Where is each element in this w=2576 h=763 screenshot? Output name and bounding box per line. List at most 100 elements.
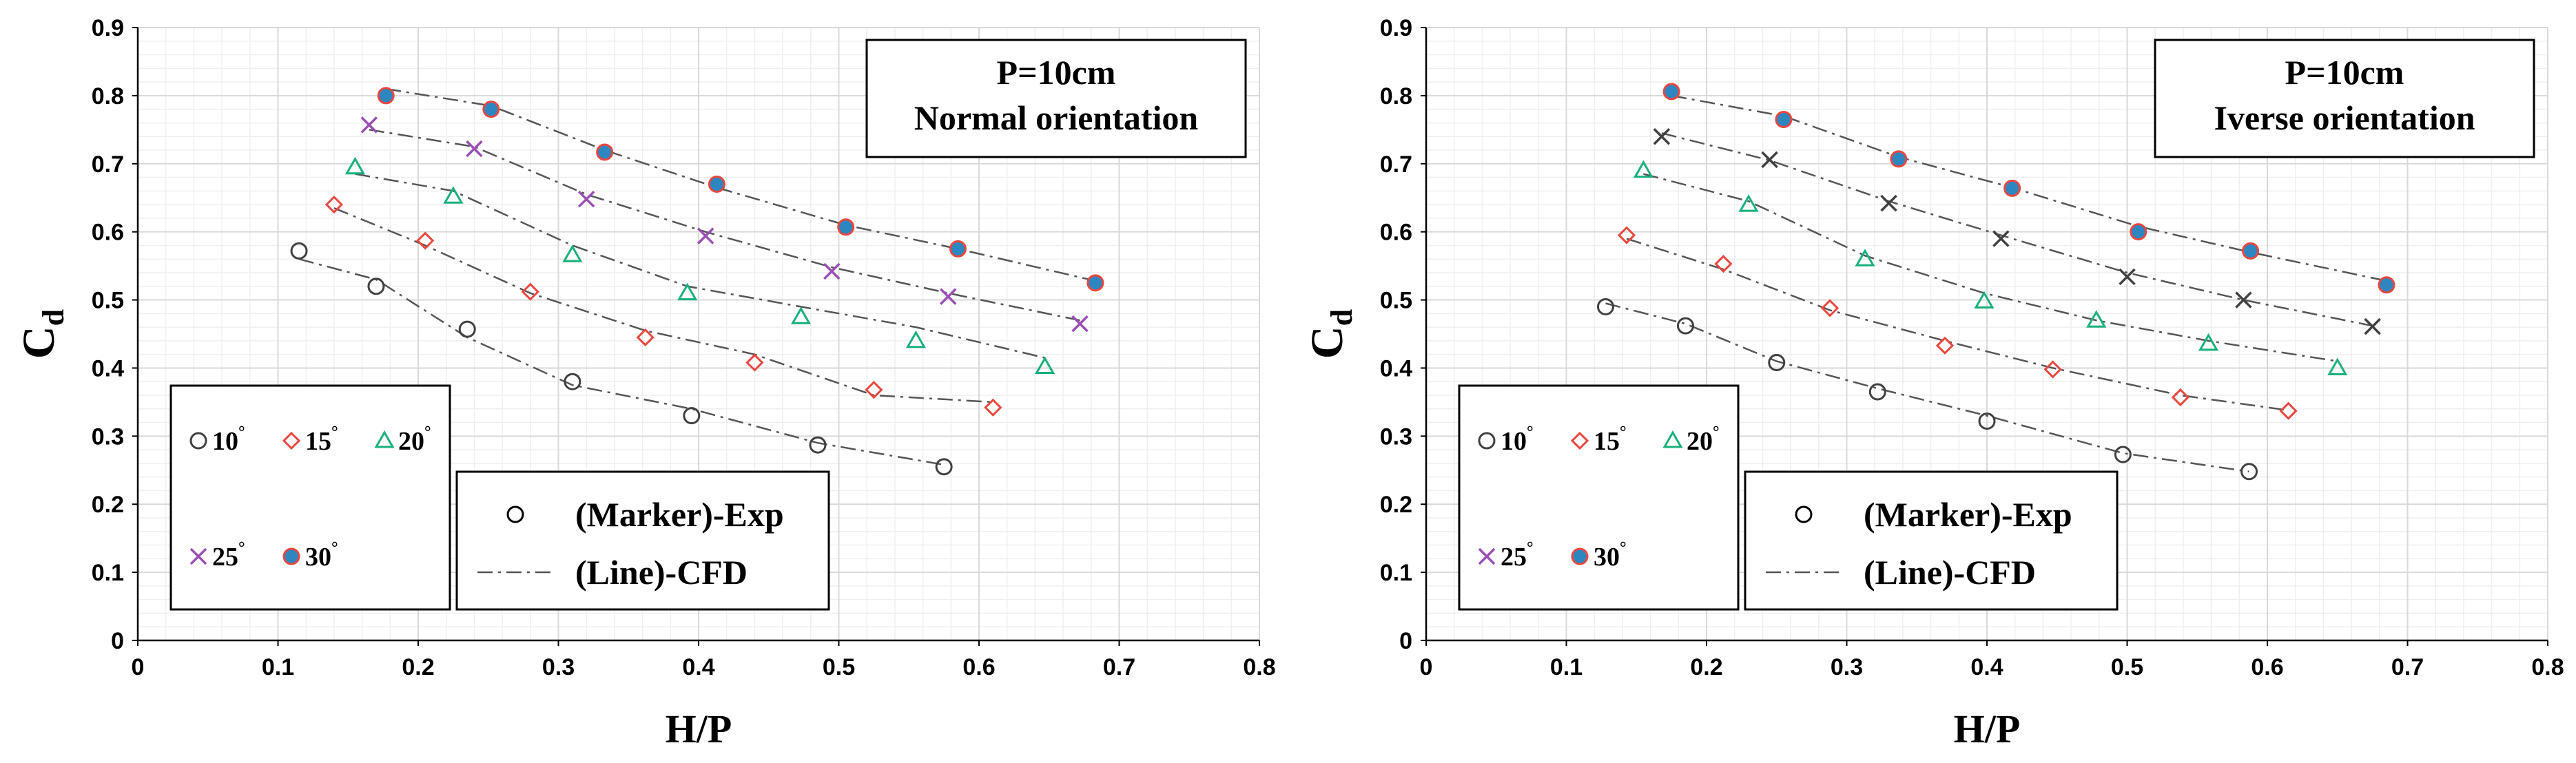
exp-point-10deg: [935, 458, 953, 476]
series-group: [290, 87, 1104, 476]
legend-degree-sup: °: [1620, 539, 1627, 557]
exp-point-15deg: [2171, 388, 2189, 407]
x-axis-title: H/P: [666, 707, 732, 751]
exp-point-30deg: [2003, 179, 2021, 197]
x-tick-label: 0.5: [2111, 654, 2143, 680]
y-tick-label: 0.5: [92, 288, 124, 314]
legend-marker-30: [1571, 547, 1589, 565]
exp-point-25deg: [2235, 291, 2252, 309]
exp-point-15deg: [2279, 401, 2298, 420]
legend-marker-20: [374, 430, 395, 448]
legend-marker-15: [1570, 431, 1589, 450]
x-tick-label: 0.3: [1831, 654, 1863, 680]
exp-point-15deg: [416, 231, 435, 250]
note-exp-marker-icon: [1795, 505, 1813, 523]
x-tick-label: 0: [132, 654, 145, 680]
exp-point-15deg: [324, 195, 344, 214]
title-box-line1: P=10cm: [997, 53, 1116, 92]
cfd-line-20deg: [1643, 173, 2338, 362]
legend-degree-sup: °: [331, 539, 338, 557]
exp-point-25deg: [1992, 230, 2010, 247]
legend-degree-sup: °: [238, 539, 245, 557]
exp-point-20deg: [677, 282, 698, 301]
x-tick-label: 0.7: [1103, 654, 1135, 680]
x-tick-label: 0.3: [542, 654, 575, 680]
exp-point-10deg: [458, 320, 476, 338]
y-tick-label: 0.2: [1380, 492, 1412, 518]
y-axis-title-main: C: [14, 326, 64, 359]
y-axis-title-main: C: [1302, 326, 1352, 359]
title-box-frame: [2154, 39, 2535, 158]
exp-point-25deg: [697, 227, 714, 244]
exp-point-10deg: [683, 407, 701, 425]
legend-label-20: 20°: [1687, 424, 1720, 456]
chart-panel-right: 0 0.1 0.2 0.3 0.4 0.5 0.6 0.7 0.8 0 0.1 0.2 0.3 0.4 0.…: [1288, 0, 2576, 763]
title-box-line2: Iverse orientation: [2214, 98, 2475, 137]
exp-point-30deg: [377, 87, 395, 105]
exp-point-15deg: [2043, 360, 2062, 379]
y-axis-title: Cd: [14, 309, 70, 359]
note-cfd-label: (Line)-CFD: [575, 553, 748, 592]
exp-point-25deg: [823, 262, 841, 280]
exp-point-20deg: [1855, 249, 1875, 266]
exp-point-30deg: [2242, 242, 2260, 260]
legend-marker-15: [282, 431, 301, 450]
exp-point-20deg: [1035, 356, 1055, 374]
chart-svg-normal-orientation: 0 0.1 0.2 0.3 0.4 0.5 0.6 0.7 0.8 0 0.1 0.2 0.3 0.4 0.…: [14, 15, 1276, 751]
marker-legend: 10° 15° 20°25° 30°: [169, 384, 451, 611]
y-tick-label: 0.2: [92, 492, 124, 518]
legend-degree-sup: °: [1527, 539, 1534, 557]
x-tick-label: 0.2: [402, 654, 434, 680]
exp-point-10deg: [1768, 354, 1786, 372]
cfd-line-15deg: [1626, 238, 2289, 412]
exp-point-10deg: [290, 242, 308, 260]
exp-point-25deg: [2119, 268, 2136, 286]
series-group: [1596, 83, 2395, 481]
exp-point-15deg: [636, 328, 655, 347]
exp-point-10deg: [564, 373, 581, 390]
exp-point-25deg: [360, 116, 378, 134]
exp-point-20deg: [1974, 291, 1995, 309]
exp-point-30deg: [949, 240, 967, 258]
exp-point-30deg: [837, 218, 855, 236]
exp-point-20deg: [2086, 310, 2107, 328]
exp-point-25deg: [577, 190, 595, 208]
x-tick-label: 0.6: [2251, 654, 2283, 680]
exp-point-30deg: [1662, 83, 1680, 101]
y-tick-label: 0.6: [1380, 220, 1412, 246]
legend-degree-sup: °: [331, 424, 338, 441]
exp-point-10deg: [1868, 383, 1886, 401]
x-tick-label: 0.1: [262, 654, 294, 680]
exp-point-10deg: [2114, 446, 2132, 463]
exp-point-10deg: [1676, 317, 1694, 335]
legend-label-25: 25°: [212, 539, 245, 572]
x-tick-label: 0.2: [1690, 654, 1722, 680]
exp-point-30deg: [708, 175, 725, 193]
note-exp-label: (Marker)-Exp: [575, 495, 784, 534]
legend-degree-sup: °: [1620, 424, 1627, 441]
grid: [137, 27, 1260, 641]
y-tick-label: 0.4: [92, 355, 124, 382]
marker-legend-frame: [1458, 384, 1740, 611]
exp-point-20deg: [905, 330, 927, 348]
title-box: P=10cm Iverse orientation: [2154, 39, 2535, 158]
x-tick-label: 0.8: [2531, 654, 2564, 680]
exp-point-25deg: [2364, 317, 2381, 335]
x-tick-label: 0.1: [1550, 654, 1583, 680]
exp-point-30deg: [596, 143, 614, 161]
exp-point-15deg: [1617, 226, 1636, 244]
note-legend-frame: [455, 470, 830, 611]
exp-point-30deg: [1890, 150, 1908, 168]
exp-point-20deg: [1633, 160, 1654, 178]
exp-point-20deg: [562, 244, 583, 262]
title-box-line1: P=10cm: [2285, 53, 2404, 92]
y-tick-label: 0.4: [1380, 355, 1412, 382]
exp-point-15deg: [984, 398, 1002, 417]
legend-marker-10: [189, 432, 207, 450]
cfd-line-20deg: [355, 173, 1045, 359]
exp-point-25deg: [1761, 151, 1778, 169]
exp-point-10deg: [1596, 297, 1614, 315]
y-tick-label: 0.9: [1380, 15, 1412, 41]
exp-point-15deg: [1820, 299, 1840, 317]
